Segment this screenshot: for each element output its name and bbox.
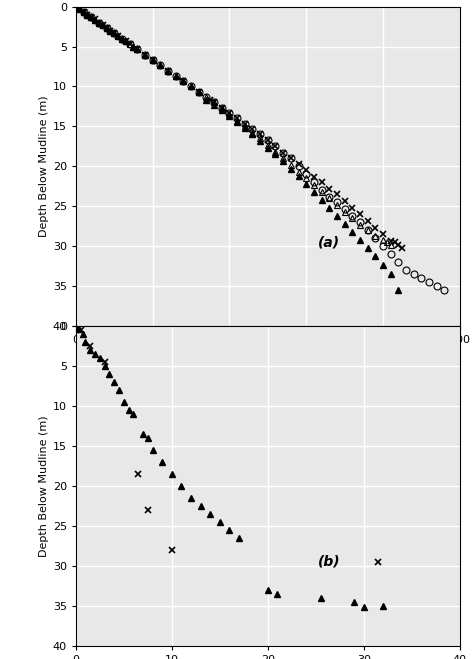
Y-axis label: Depth Below Mudline (m): Depth Below Mudline (m) bbox=[38, 415, 48, 557]
X-axis label: Stress (kPa): Stress (kPa) bbox=[225, 348, 311, 361]
Y-axis label: Depth Below Mudline (m): Depth Below Mudline (m) bbox=[38, 96, 48, 237]
Legend: Vertical Total Stress (2004), Vertical Total Stress (2007), Pore Pressure (2004): Vertical Total Stress (2004), Vertical T… bbox=[77, 373, 366, 396]
Text: (b): (b) bbox=[318, 555, 340, 569]
Text: (a): (a) bbox=[318, 235, 340, 249]
